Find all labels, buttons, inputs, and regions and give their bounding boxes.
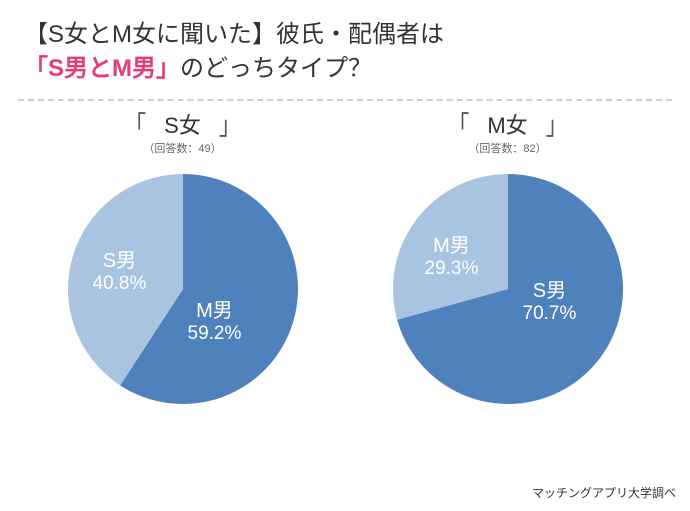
- respondents-right: （回答数：82）: [468, 140, 546, 156]
- pie-left: M男59.2%S男40.8%: [58, 164, 308, 414]
- chart-block-right: 「 M女 」 （回答数：82） S男70.7%M男29.3%: [358, 115, 658, 414]
- chart-block-left: 「 S女 」 （回答数：49） M男59.2%S男40.8%: [33, 115, 333, 414]
- title-rest-1: 彼氏・配偶者は: [276, 21, 444, 48]
- chart-label-left: S女: [146, 115, 219, 137]
- title-highlight: 「S男とM男」: [24, 55, 180, 82]
- bracket-left-icon: 「: [124, 113, 146, 139]
- bracket-row: 「 M女 」: [433, 115, 583, 137]
- bracket-left-icon: 「: [447, 113, 469, 139]
- bracket-right-icon: 」: [219, 113, 241, 139]
- chart-heading-right: 「 M女 」 （回答数：82）: [433, 115, 583, 156]
- bracket-right-icon: 」: [546, 113, 568, 139]
- bracket-row: 「 S女 」: [108, 115, 258, 137]
- title-line-1: 【S女とM女に聞いた】彼氏・配偶者は: [24, 18, 666, 52]
- title-line-2: 「S男とM男」のどっちタイプ？: [24, 52, 666, 86]
- title-prefix: 【S女とM女に聞いた】: [24, 21, 276, 48]
- chart-label-right: M女: [469, 115, 545, 137]
- credit-text: マッチングアプリ大学調べ: [532, 484, 676, 501]
- chart-heading-left: 「 S女 」 （回答数：49）: [108, 115, 258, 156]
- respondents-left: （回答数：49）: [143, 140, 221, 156]
- title-rest-2: のどっちタイプ？: [180, 55, 372, 82]
- title-area: 【S女とM女に聞いた】彼氏・配偶者は 「S男とM男」のどっちタイプ？: [0, 0, 690, 99]
- charts-row: 「 S女 」 （回答数：49） M男59.2%S男40.8% 「 M女 」 （回…: [0, 101, 690, 414]
- pie-right: S男70.7%M男29.3%: [383, 164, 633, 414]
